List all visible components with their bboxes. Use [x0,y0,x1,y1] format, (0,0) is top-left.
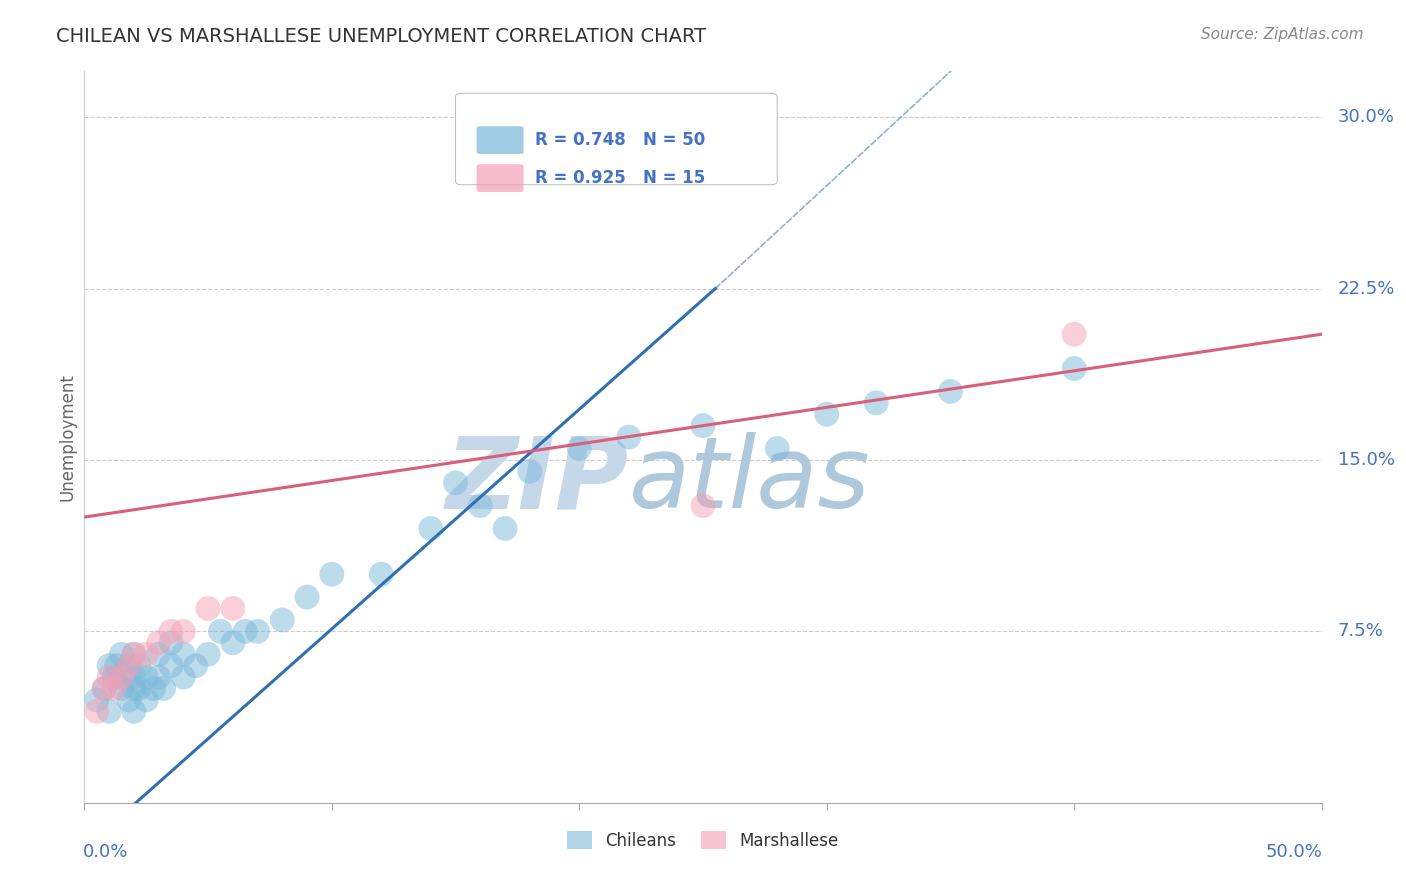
Point [692,418,714,433]
Point [122,705,145,719]
Point [135,670,157,684]
Legend: Chileans, Marshallese: Chileans, Marshallese [561,824,845,856]
Point [197,601,219,615]
Text: CHILEAN VS MARSHALLESE UNEMPLOYMENT CORRELATION CHART: CHILEAN VS MARSHALLESE UNEMPLOYMENT CORR… [56,27,706,45]
Point [98,670,121,684]
Point [370,567,392,582]
Point [1063,361,1085,376]
Point [321,567,343,582]
Point [142,681,165,696]
Point [246,624,269,639]
Point [135,693,157,707]
Point [110,670,132,684]
Point [128,681,150,696]
Text: 15.0%: 15.0% [1337,451,1395,469]
Point [519,464,541,478]
Point [568,442,591,456]
Point [865,396,887,410]
Text: 7.5%: 7.5% [1337,623,1384,640]
Point [148,670,170,684]
Point [419,521,441,535]
Point [86,693,108,707]
Point [184,658,207,673]
Text: 22.5%: 22.5% [1337,279,1395,298]
Point [118,658,141,673]
Point [110,647,132,661]
Point [122,681,145,696]
Point [93,681,115,696]
Point [209,624,232,639]
Point [197,647,219,661]
Point [815,407,838,421]
Point [295,590,318,604]
Point [118,693,141,707]
Point [271,613,294,627]
Text: 30.0%: 30.0% [1337,108,1395,126]
Point [1063,327,1085,342]
Y-axis label: Unemployment: Unemployment [58,373,76,501]
Point [93,681,115,696]
Point [222,601,245,615]
Point [444,475,467,490]
Point [222,636,245,650]
Point [105,658,128,673]
Point [766,442,789,456]
Point [172,670,194,684]
Point [148,636,170,650]
Point [692,499,714,513]
Point [110,670,132,684]
Point [118,658,141,673]
Point [98,705,121,719]
Point [160,658,183,673]
FancyBboxPatch shape [456,94,778,185]
Text: 50.0%: 50.0% [1265,843,1323,861]
Text: 0.0%: 0.0% [83,843,128,861]
Point [233,624,256,639]
Text: atlas: atlas [628,433,870,530]
Text: R = 0.748   N = 50: R = 0.748 N = 50 [534,131,704,149]
Text: Source: ZipAtlas.com: Source: ZipAtlas.com [1201,27,1364,42]
Point [160,636,183,650]
Point [122,647,145,661]
FancyBboxPatch shape [477,164,523,192]
Point [103,681,125,696]
Point [152,681,174,696]
Text: ZIP: ZIP [446,433,628,530]
Point [172,647,194,661]
Point [86,705,108,719]
Point [470,499,492,513]
Point [148,647,170,661]
Point [122,647,145,661]
Point [128,658,150,673]
Point [617,430,640,444]
Point [494,521,516,535]
Point [172,624,194,639]
FancyBboxPatch shape [477,126,523,154]
Point [98,658,121,673]
Point [939,384,962,399]
Point [135,647,157,661]
Point [122,670,145,684]
Text: R = 0.925   N = 15: R = 0.925 N = 15 [534,169,704,187]
Point [160,624,183,639]
Point [110,681,132,696]
Point [103,670,125,684]
